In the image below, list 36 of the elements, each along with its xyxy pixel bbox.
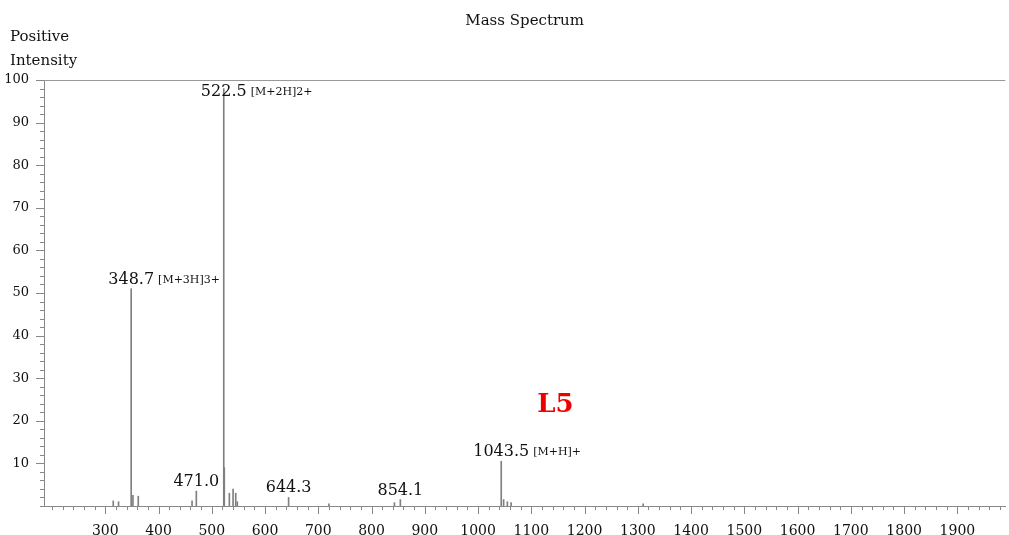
x-tick-label: 800 bbox=[358, 522, 385, 535]
y-axis-title: Positive Intensity bbox=[10, 27, 78, 69]
y-tick-label: 70 bbox=[12, 199, 29, 215]
x-tick-label: 400 bbox=[145, 522, 172, 535]
annotation: 522.5 [M+2H]2+ bbox=[200, 81, 313, 100]
annotation: L5 bbox=[537, 388, 574, 419]
chart-title: Mass Spectrum bbox=[465, 11, 585, 29]
y-tick-label: 30 bbox=[12, 369, 29, 385]
x-tick-label: 1000 bbox=[460, 522, 496, 535]
y-tick-label: 20 bbox=[12, 412, 29, 428]
x-tick-label: 1500 bbox=[726, 522, 763, 535]
annotation: 1043.5 [M+H]+ bbox=[473, 441, 582, 461]
y-tick-label: 100 bbox=[4, 71, 29, 87]
x-tick-label: 600 bbox=[251, 522, 279, 535]
x-tick-label: 300 bbox=[91, 522, 119, 535]
x-tick-label: 700 bbox=[304, 522, 332, 535]
x-tick-label: 1300 bbox=[620, 522, 656, 535]
x-tick-label: 1200 bbox=[566, 522, 603, 535]
annotation: 644.3 bbox=[265, 477, 312, 497]
y-tick-label: 10 bbox=[12, 454, 29, 470]
x-tick-label: 1400 bbox=[673, 522, 709, 535]
annotation: 348.7 [M+3H]3+ bbox=[108, 268, 220, 288]
annotation: 471.0 bbox=[173, 471, 220, 491]
x-tick-label: 1900 bbox=[939, 522, 976, 535]
x-tick-label: 500 bbox=[198, 522, 226, 535]
x-tick-label: 1700 bbox=[833, 522, 869, 535]
x-tick-label: 1100 bbox=[513, 522, 550, 535]
y-tick-label: 80 bbox=[12, 156, 29, 172]
x-tick-label: 1600 bbox=[779, 522, 816, 535]
x-tick-label: 900 bbox=[411, 522, 439, 535]
x-tick-label: 1800 bbox=[886, 522, 922, 535]
y-tick-label: 60 bbox=[12, 241, 29, 257]
y-tick-label: 90 bbox=[12, 113, 29, 129]
annotation: 854.1 bbox=[377, 479, 424, 499]
y-tick-label: 40 bbox=[12, 326, 29, 342]
y-tick-label: 50 bbox=[12, 284, 29, 300]
